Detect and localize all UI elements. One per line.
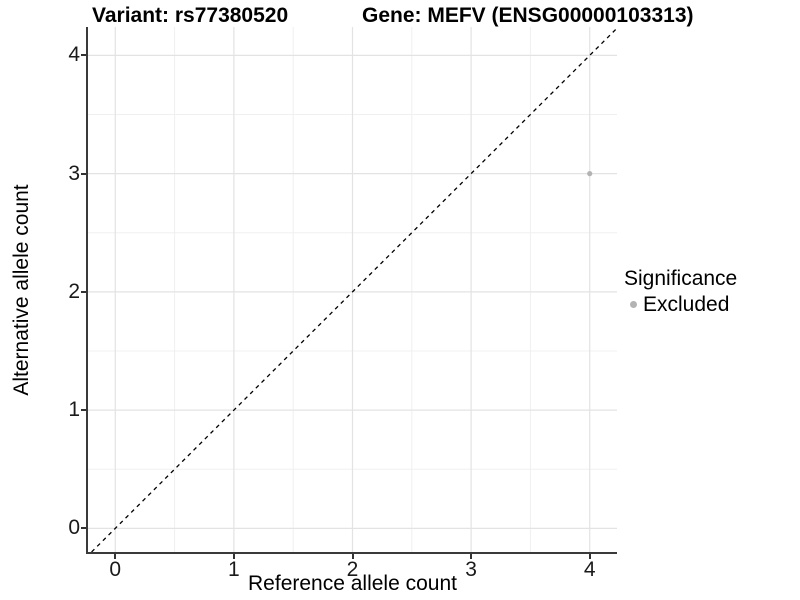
x-tick-label: 4 — [583, 558, 596, 581]
y-tick-label: 0 — [68, 516, 80, 540]
y-tick-label: 1 — [68, 398, 80, 422]
plot-panel — [86, 27, 617, 554]
plot-area-svg — [88, 27, 617, 552]
legend-item: Excluded — [624, 292, 737, 317]
x-tick-label: 3 — [465, 558, 477, 581]
y-tick-mark — [81, 527, 86, 530]
x-tick-mark — [351, 554, 354, 559]
x-tick-label: 2 — [346, 558, 359, 581]
x-tick-mark — [232, 554, 235, 559]
plot-title-gene: Gene: MEFV (ENSG00000103313) — [362, 4, 694, 27]
x-tick-label: 1 — [228, 558, 240, 581]
x-tick-label: 0 — [109, 558, 122, 581]
x-tick-mark — [470, 554, 473, 559]
legend-title: Significance — [624, 267, 738, 290]
y-tick-mark — [81, 54, 86, 57]
x-axis-title: Reference allele count — [248, 572, 457, 595]
identity-line — [91, 27, 617, 552]
y-tick-label: 2 — [68, 279, 80, 303]
y-tick-mark — [81, 172, 86, 175]
plot-title-variant: Variant: rs77380520 — [92, 4, 289, 27]
x-tick-mark — [588, 554, 591, 559]
y-tick-label: 3 — [68, 161, 80, 185]
y-tick-mark — [81, 409, 86, 412]
y-axis-title: Alternative allele count — [10, 184, 33, 396]
x-tick-mark — [114, 554, 117, 559]
legend-item-label: Excluded — [643, 293, 730, 316]
y-tick-mark — [81, 290, 86, 293]
legend: Significance Excluded — [624, 266, 737, 317]
y-tick-label: 4 — [68, 43, 80, 67]
legend-point-icon — [630, 301, 637, 308]
data-point — [587, 171, 593, 177]
